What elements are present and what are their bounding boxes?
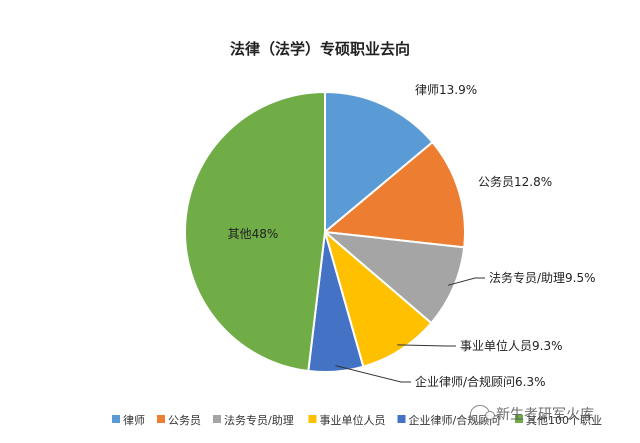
legend-swatch-2 xyxy=(213,415,221,423)
data-label-0: 律师13.9% xyxy=(415,83,477,97)
watermark: 新生考研军火库 xyxy=(470,404,594,424)
legend-label-5: 其他100个职业 xyxy=(526,414,602,427)
chart-title: 法律（法学）专硕职业去向 xyxy=(229,40,410,58)
leader-line-3 xyxy=(397,344,456,347)
data-label-2: 法务专员/助理9.5% xyxy=(489,270,596,285)
legend-swatch-0 xyxy=(112,415,120,423)
legend-label-0: 律师 xyxy=(123,414,145,427)
data-label-3: 事业单位人员9.3% xyxy=(460,338,563,353)
pie-slice-2 xyxy=(321,230,466,325)
pie-slice-0 xyxy=(324,90,434,235)
legend-label-1: 公务员 xyxy=(168,414,201,427)
data-label-5: 其他48% xyxy=(228,227,279,241)
legend-label-2: 法务专员/助理 xyxy=(224,413,294,427)
pie-slice-3 xyxy=(323,229,433,368)
legend-swatch-3 xyxy=(308,415,317,423)
pie-slice-1 xyxy=(322,140,466,249)
legend-swatch-5 xyxy=(515,415,523,423)
leader-line-4 xyxy=(335,365,411,383)
leader-line-2 xyxy=(447,277,485,286)
legend-label-3: 事业单位人员 xyxy=(320,413,386,427)
pie-slice-5 xyxy=(184,90,326,373)
legend-swatch-4 xyxy=(397,415,406,423)
legend-swatch-1 xyxy=(157,415,165,423)
data-label-4: 企业律师/合规顾问6.3% xyxy=(415,374,546,389)
watermark-text: 新生考研军火库 xyxy=(496,407,594,423)
data-label-1: 公务员12.8% xyxy=(478,174,552,189)
wechat-icon xyxy=(470,405,495,423)
